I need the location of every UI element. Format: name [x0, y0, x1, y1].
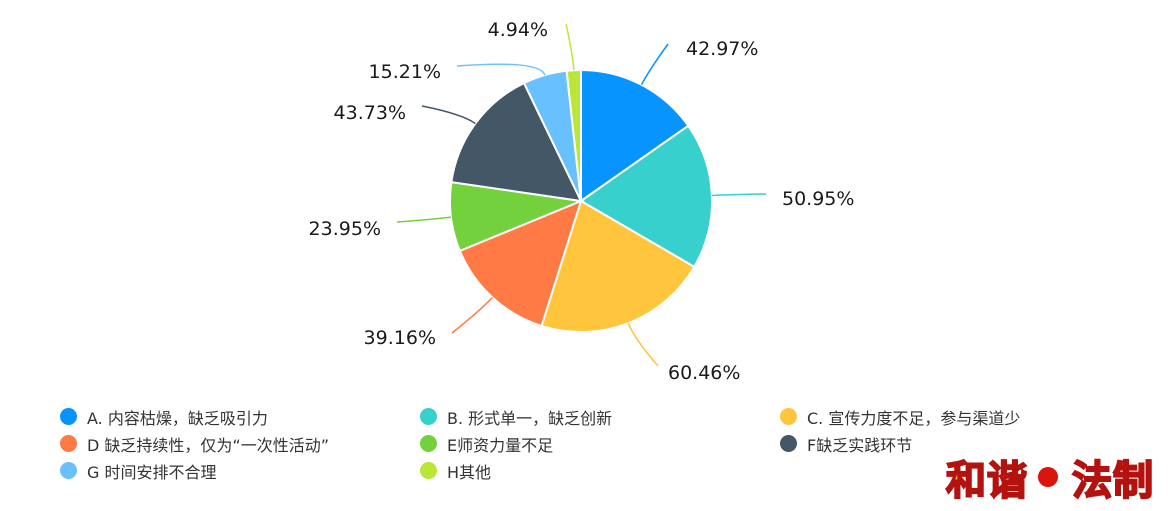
slice-data-label: 42.97% — [686, 38, 758, 60]
legend-marker — [420, 462, 437, 479]
legend-item-c[interactable]: C. 宣传力度不足，参与渠道少 — [780, 404, 1070, 429]
watermark-left-text: 和谐 — [945, 456, 1028, 505]
legend-item-h[interactable]: H其他 — [420, 458, 780, 483]
slice-data-label: 23.95% — [309, 218, 381, 240]
watermark-dot-icon — [1038, 467, 1058, 487]
legend-label: A. 内容枯燥，缺乏吸引力 — [87, 408, 268, 428]
legend-label: D 缺乏持续性，仅为“一次性活动” — [87, 435, 329, 455]
leader-line — [640, 43, 669, 86]
legend-label: F缺乏实践环节 — [807, 435, 913, 455]
legend-item-d[interactable]: D 缺乏持续性，仅为“一次性活动” — [60, 431, 420, 456]
legend-label: G 时间安排不合理 — [87, 462, 217, 482]
legend-item-b[interactable]: B. 形式单一，缺乏创新 — [420, 404, 780, 429]
legend-item-e[interactable]: E师资力量不足 — [420, 431, 780, 456]
slice-data-label: 39.16% — [364, 327, 436, 349]
legend-marker — [780, 408, 797, 425]
leader-line — [565, 23, 575, 71]
pie-slice[interactable] — [450, 81, 583, 203]
legend-label: E师资力量不足 — [447, 435, 554, 455]
legend-marker — [60, 408, 77, 425]
legend-marker — [420, 435, 437, 452]
pie-slice[interactable] — [565, 68, 582, 202]
legend-label: C. 宣传力度不足，参与渠道少 — [807, 408, 1021, 428]
legend-label: H其他 — [447, 462, 492, 482]
legend-item-a[interactable]: A. 内容枯燥，缺乏吸引力 — [60, 404, 420, 429]
pie-slice[interactable] — [579, 124, 713, 269]
slice-data-label: 43.73% — [334, 102, 406, 124]
leader-line — [627, 322, 659, 367]
chart-legend: A. 内容枯燥，缺乏吸引力 B. 形式单一，缺乏创新 C. 宣传力度不足，参与渠… — [60, 404, 1070, 483]
leader-line — [456, 63, 546, 76]
pie-slice[interactable] — [580, 68, 690, 203]
legend-label: B. 形式单一，缺乏创新 — [447, 408, 613, 428]
slice-data-label: 4.94% — [488, 19, 548, 41]
slice-data-label: 60.46% — [668, 362, 740, 384]
pie-slice[interactable] — [458, 199, 583, 328]
legend-item-g[interactable]: G 时间安排不合理 — [60, 458, 420, 483]
leader-line — [396, 216, 452, 223]
legend-item-f[interactable]: F缺乏实践环节 — [780, 431, 1070, 456]
slice-data-label: 50.95% — [782, 188, 854, 210]
watermark-right-text: 法制 — [1071, 456, 1154, 505]
legend-marker — [780, 435, 797, 452]
legend-marker — [60, 435, 77, 452]
pie-slice[interactable] — [540, 199, 696, 333]
legend-marker — [420, 408, 437, 425]
slice-data-label: 15.21% — [369, 61, 441, 83]
legend-marker — [60, 462, 77, 479]
watermark-logo: 和谐 法制 — [945, 452, 1154, 505]
leader-line — [421, 105, 476, 125]
leader-line — [451, 296, 493, 334]
leader-line — [711, 193, 767, 197]
pie-chart: 42.97% 50.95% 60.46% 39.16% 23.95% 43.73% 15.2… — [309, 19, 855, 384]
